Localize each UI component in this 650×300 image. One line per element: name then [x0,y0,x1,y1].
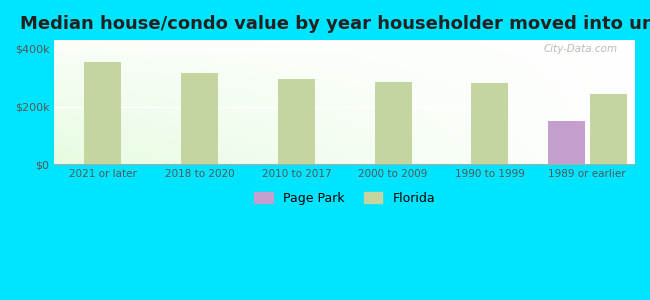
Bar [278,79,315,164]
Bar [548,121,585,164]
Bar [375,82,411,164]
Legend: Page Park, Florida: Page Park, Florida [250,187,440,210]
Bar [181,73,218,164]
Bar [471,83,508,164]
Title: Median house/condo value by year householder moved into unit: Median house/condo value by year househo… [20,15,650,33]
Bar [84,62,122,164]
Bar [590,94,627,164]
Text: City-Data.com: City-Data.com [543,44,618,54]
